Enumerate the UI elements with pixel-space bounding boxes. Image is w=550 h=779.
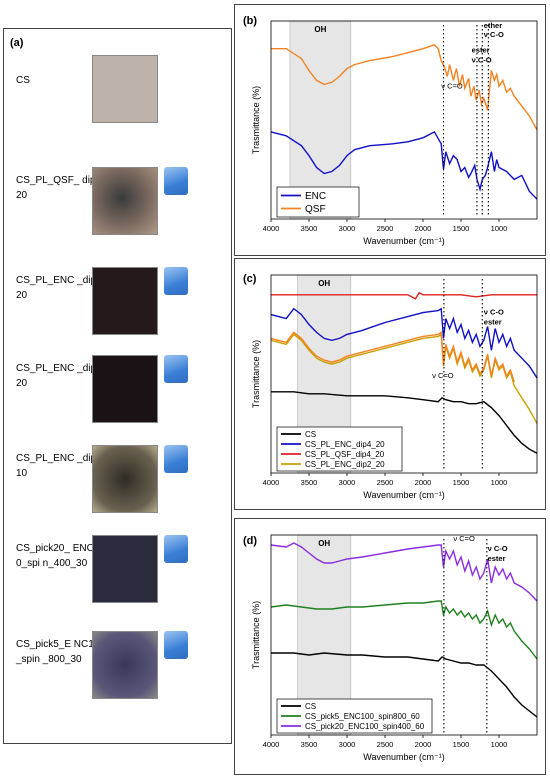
x-tick-label: 1000	[491, 478, 508, 487]
sample-photo	[92, 445, 158, 513]
oh-region	[289, 20, 352, 220]
sample-photo	[92, 267, 158, 335]
sample-label: CS_PL_ENC _dip4_20	[16, 275, 108, 301]
panel-d-label: (d)	[243, 535, 258, 547]
peak-annotation: ν C-O	[484, 30, 504, 39]
sample-label: CS_pick5_E NC100_spin _800_30	[16, 639, 105, 665]
x-tick-label: 2500	[377, 740, 394, 749]
legend-label: CS	[305, 702, 316, 711]
x-tick-label: 3000	[339, 224, 356, 233]
plot-area-frame	[270, 534, 538, 736]
legend-label: QSF	[305, 204, 326, 215]
x-tick-label: 2000	[415, 740, 432, 749]
x-tick-label: 1500	[453, 740, 470, 749]
series-line	[270, 130, 538, 200]
plot-area-frame	[270, 274, 538, 474]
legend-label: ENC	[305, 191, 326, 202]
series-line	[271, 652, 538, 718]
peak-annotation: ν C-O	[472, 56, 492, 65]
panel-c-label: (c)	[243, 273, 257, 285]
sample-label: CS	[16, 75, 30, 86]
peak-annotation: ν C=O	[432, 371, 454, 380]
series-line	[271, 291, 537, 300]
y-axis-label: Trasmittance (%)	[251, 86, 261, 154]
x-tick-label: 2000	[415, 224, 432, 233]
series-line	[270, 307, 538, 379]
peak-annotation: ester	[484, 318, 502, 327]
oh-region-label: OH	[314, 25, 326, 34]
x-axis-label: Wavenumber (cm⁻¹)	[363, 490, 444, 500]
x-tick-label: 3500	[301, 478, 318, 487]
legend-label: CS_pick5_ENC100_spin800_60	[305, 712, 420, 721]
legend-label: CS_PL_ENC_dip2_20	[305, 460, 385, 469]
legend-label: CS_PL_ENC_dip4_20	[305, 440, 385, 449]
y-axis-label: Trasmittance (%)	[251, 340, 261, 408]
sample-photo	[92, 167, 158, 235]
x-tick-label: 1000	[491, 740, 508, 749]
x-tick-label: 3500	[301, 740, 318, 749]
x-axis-label: Wavenumber (cm⁻¹)	[363, 752, 444, 762]
contact-angle-drop-image	[164, 535, 188, 563]
peak-annotation: ν C=O	[441, 81, 463, 90]
oh-region-label: OH	[318, 539, 330, 548]
sample-photo	[92, 631, 158, 699]
series-line	[271, 391, 538, 454]
contact-angle-drop-image	[164, 445, 188, 473]
x-tick-label: 2500	[377, 224, 394, 233]
x-tick-label: 3000	[339, 740, 356, 749]
contact-angle-drop-image	[164, 267, 188, 295]
peak-annotation: ester	[472, 46, 490, 55]
peak-annotation: ester	[488, 554, 506, 563]
legend-box	[276, 186, 360, 218]
sample-photo	[92, 55, 158, 123]
x-tick-label: 2500	[377, 478, 394, 487]
series-line	[270, 331, 515, 383]
x-tick-label: 4000	[263, 224, 280, 233]
oh-region-label: OH	[318, 279, 330, 288]
x-tick-label: 1500	[453, 224, 470, 233]
sample-photo	[92, 355, 158, 423]
legend-label: CS	[305, 430, 316, 439]
peak-annotation: ether	[484, 21, 502, 30]
sample-label: CS_PL_ENC _dip2_20	[16, 363, 108, 389]
x-tick-label: 3000	[339, 478, 356, 487]
panel-a: (a) CS CS_PL_QSF_ dip4_20 CS_PL_ENC _dip4_…	[3, 28, 232, 744]
panel-a-label: (a)	[10, 37, 24, 49]
legend-label: CS_pick20_ENC100_spin400_60	[305, 722, 425, 731]
plot-area-frame	[270, 20, 538, 220]
x-tick-label: 4000	[263, 740, 280, 749]
legend-label: CS_PL_QSF_dip4_20	[305, 450, 385, 459]
series-line	[271, 43, 538, 131]
x-tick-label: 1000	[491, 224, 508, 233]
sample-label: CS_pick20_ ENC100_spi n_400_30	[16, 543, 105, 569]
sample-label: CS_PL_ENC _dip2_10	[16, 453, 108, 479]
peak-annotation: ν C=O	[453, 534, 475, 543]
peak-annotation: ν C-O	[488, 544, 508, 553]
x-axis-label: Wavenumber (cm⁻¹)	[363, 236, 444, 246]
x-tick-label: 1500	[453, 478, 470, 487]
contact-angle-drop-image	[164, 631, 188, 659]
legend-box	[276, 698, 433, 734]
x-tick-label: 3500	[301, 224, 318, 233]
panel-d: (d) OH ν C=O ν C-O ester 4000 3500 3000 2500 200…	[234, 518, 546, 775]
panel-c: (c) OH ν C=O ν C-O ester 4000 3500 3000 2500 200…	[234, 258, 546, 510]
y-axis-label: Trasmittance (%)	[251, 601, 261, 669]
x-tick-label: 4000	[263, 478, 280, 487]
series-line	[270, 542, 538, 602]
peak-annotation: ν C-O	[484, 308, 504, 317]
sample-label: CS_PL_QSF_ dip4_20	[16, 175, 107, 201]
panel-b: (b) OH ν C=O ν C-O ether ν C-O ester 4000 3500 3…	[234, 4, 546, 256]
panel-b-label: (b)	[243, 15, 258, 27]
x-tick-label: 2000	[415, 478, 432, 487]
contact-angle-drop-image	[164, 355, 188, 383]
contact-angle-drop-image	[164, 167, 188, 195]
series-line	[270, 600, 538, 660]
sample-photo	[92, 535, 158, 603]
